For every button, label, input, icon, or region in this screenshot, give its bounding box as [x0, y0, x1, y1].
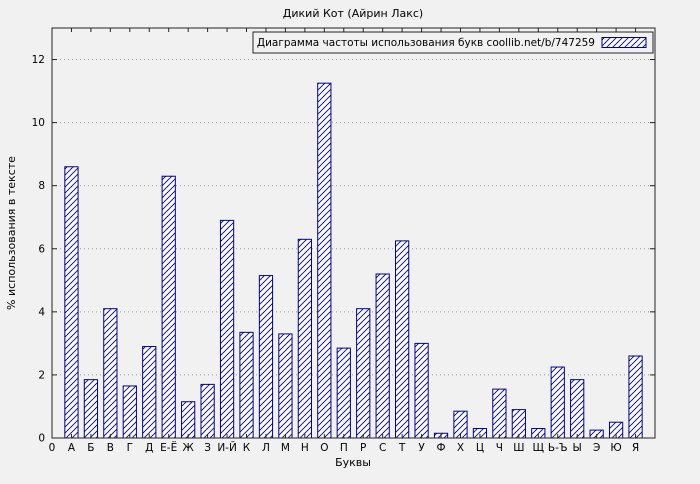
x-tick-label: Н — [301, 442, 309, 454]
x-tick-label: З — [204, 442, 211, 454]
bar — [122, 385, 137, 439]
bar — [628, 355, 643, 439]
bar — [258, 275, 274, 439]
x-tick-label: Щ — [533, 442, 545, 454]
bar — [161, 175, 176, 439]
x-tick-label: С — [379, 442, 386, 454]
tick-layer — [52, 28, 655, 439]
y-tick-label: 6 — [38, 243, 45, 255]
x-tick-label: Х — [457, 442, 464, 454]
bar — [395, 240, 410, 439]
bar — [278, 333, 293, 439]
bar — [297, 238, 312, 439]
bar — [219, 219, 235, 439]
x-tick-label: Ф — [437, 442, 446, 454]
bar — [570, 379, 585, 439]
x-tick-label: Ж — [183, 442, 195, 454]
x-tick-label: Е-Ё — [160, 441, 177, 454]
bar — [356, 308, 371, 439]
x-tick-label: Т — [398, 442, 406, 454]
x-tick-label: Д — [145, 442, 153, 454]
x-tick-label: М — [281, 442, 290, 454]
y-axis-label: % использования в тексте — [5, 156, 18, 310]
x-tick-label: К — [243, 442, 251, 454]
x-tick-label: Ч — [496, 442, 503, 454]
x-tick-label: Э — [593, 442, 600, 454]
bar — [239, 331, 254, 439]
x-tick-label: У — [418, 442, 425, 454]
y-tick-label: 2 — [38, 369, 45, 381]
bar — [181, 401, 196, 439]
legend-box — [252, 31, 654, 54]
x-tick-label: В — [107, 442, 114, 454]
x-tick-label: П — [340, 442, 348, 454]
bar — [200, 383, 215, 439]
bar — [142, 346, 157, 439]
legend-swatch — [601, 37, 647, 48]
bar — [550, 366, 565, 439]
x-tick-label: А — [68, 442, 76, 454]
y-tick-label: 12 — [32, 54, 45, 66]
y-tick-label: 8 — [38, 180, 45, 192]
x-tick-label: О — [320, 442, 328, 454]
x-origin-label: 0 — [49, 442, 56, 454]
x-tick-label: Ш — [513, 442, 524, 454]
bar — [83, 379, 99, 439]
plot-border — [51, 27, 656, 439]
x-tick-label: Ь-Ъ — [548, 442, 568, 454]
x-tick-label: Ю — [610, 442, 621, 454]
x-tick-label: Я — [632, 442, 639, 454]
bar — [414, 342, 429, 439]
bar — [103, 308, 118, 439]
x-tick-label: Ц — [476, 442, 484, 454]
bar — [492, 388, 507, 439]
legend-label: Диаграмма частоты использования букв coo… — [257, 37, 595, 49]
legend: Диаграмма частоты использования букв coo… — [252, 31, 654, 54]
x-tick-label: И-Й — [217, 441, 237, 454]
x-tick-label: Р — [360, 442, 366, 454]
y-tick-label: 0 — [38, 433, 45, 445]
bar — [511, 409, 526, 439]
chart-title: Дикий Кот (Айрин Лакс) — [283, 7, 423, 20]
bar — [453, 410, 468, 439]
x-tick-label: Ы — [573, 442, 582, 454]
y-tick-label: 10 — [32, 117, 45, 129]
bar — [64, 166, 79, 439]
bar — [375, 273, 390, 439]
x-axis-label: Буквы — [335, 456, 371, 469]
bar — [317, 82, 332, 439]
bar — [336, 347, 351, 439]
x-tick-label: Б — [87, 442, 94, 454]
y-tick-label: 4 — [38, 306, 45, 318]
x-tick-label: Л — [262, 442, 270, 454]
x-tick-label: Г — [127, 442, 133, 454]
